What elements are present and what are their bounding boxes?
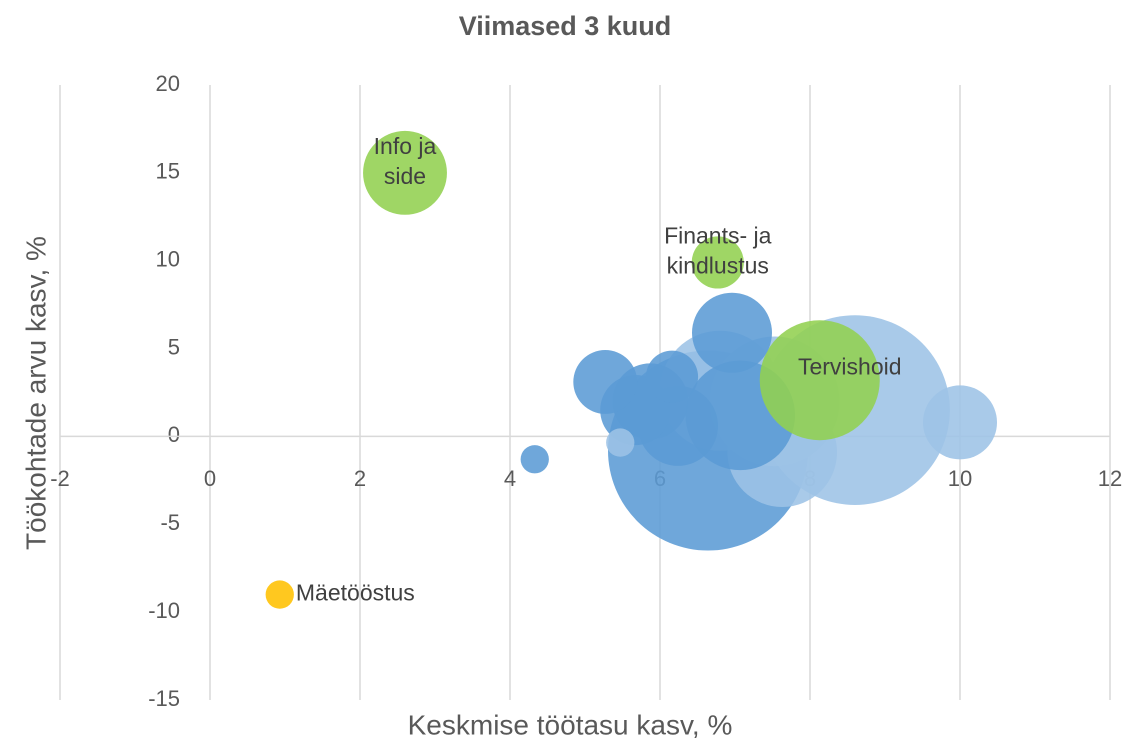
- data-label: Tervishoid: [798, 353, 902, 379]
- y-tick-label: 0: [168, 422, 180, 447]
- bubble: [363, 130, 447, 215]
- chart-title: Viimased 3 kuud: [459, 11, 672, 41]
- bubble: [692, 292, 772, 373]
- x-tick-label: -2: [50, 466, 70, 491]
- data-label: Mäetööstus: [296, 580, 415, 606]
- bubble: [606, 428, 635, 457]
- data-label: Finants- ja: [664, 223, 772, 249]
- x-tick-label: 4: [504, 466, 516, 491]
- y-tick-label: 10: [156, 247, 180, 272]
- bubble: [691, 236, 744, 289]
- y-tick-label: -10: [148, 598, 180, 623]
- bubble: [265, 580, 294, 609]
- data-label: kindlustus: [667, 253, 769, 279]
- y-axis-label: Töökohtade arvu kasv, %: [20, 236, 51, 550]
- bubble: [520, 445, 549, 474]
- y-tick-label: -15: [148, 686, 180, 711]
- data-label: side: [384, 163, 426, 189]
- x-tick-label: 12: [1098, 466, 1122, 491]
- y-tick-label: 20: [156, 71, 180, 96]
- y-tick-label: 5: [168, 334, 180, 359]
- bubble: [759, 320, 880, 441]
- x-axis-label: Keskmise töötasu kasv, %: [408, 709, 733, 740]
- x-tick-label: 10: [948, 466, 972, 491]
- bubble: [573, 350, 638, 414]
- bubble: [645, 350, 699, 403]
- x-tick-label: 0: [204, 466, 216, 491]
- data-label: Info ja: [374, 133, 437, 159]
- bubble: [922, 385, 998, 460]
- x-tick-label: 2: [354, 466, 366, 491]
- y-tick-label: -5: [160, 510, 180, 535]
- y-tick-label: 15: [156, 159, 180, 184]
